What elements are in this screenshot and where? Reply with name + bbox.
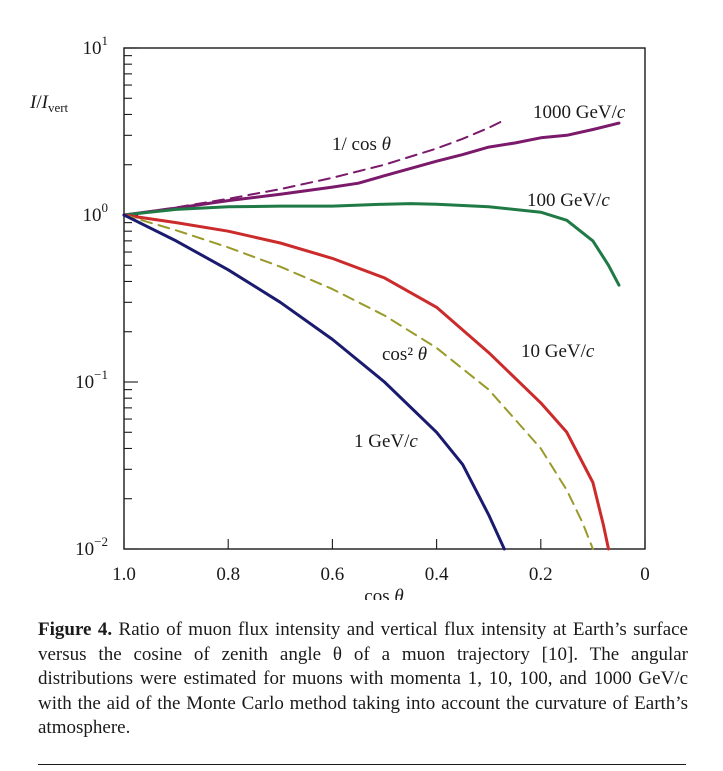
plot-frame <box>123 47 646 550</box>
caption-rule <box>38 764 686 765</box>
curve-label: cos² θ <box>382 344 427 365</box>
y-tick-label: 100 <box>83 200 109 226</box>
x-tick-label: 1.0 <box>112 564 136 585</box>
curve-10-gev-c <box>122 213 610 551</box>
curve-1000-gev-c <box>122 121 621 217</box>
muon-flux-chart: 101 100 10−1 10−2 1.0 0.8 0.6 0.4 0.2 0 1000 GeV… <box>29 33 650 600</box>
curve-cos <box>123 214 594 550</box>
x-tick-labels: 1.0 0.8 0.6 0.4 0.2 0 <box>112 564 650 585</box>
curve-label: 1000 GeV/c <box>533 102 626 123</box>
y-axis-label: I/Ivert <box>29 92 69 115</box>
curves <box>122 119 621 551</box>
x-tick-label: 0.6 <box>321 564 345 585</box>
curve-label: 1/ cos θ <box>332 134 391 155</box>
figure-caption: Figure 4. Ratio of muon flux intensity a… <box>38 618 688 741</box>
curve-1-cos <box>123 119 506 216</box>
curve-label: 1 GeV/c <box>354 431 418 452</box>
x-tick-label: 0.8 <box>216 564 240 585</box>
x-tick-label: 0.2 <box>529 564 553 585</box>
curve-label: 10 GeV/c <box>521 341 595 362</box>
x-tick-label: 0.4 <box>425 564 449 585</box>
caption-text: Ratio of muon flux intensity and vertica… <box>38 619 688 738</box>
y-tick-label: 101 <box>83 33 109 59</box>
y-tick-label: 10−2 <box>75 534 108 560</box>
y-tick-labels: 101 100 10−1 10−2 <box>75 33 108 560</box>
curve-100-gev-c <box>122 202 621 287</box>
caption-label: Figure 4. <box>38 619 113 640</box>
curve-1-gev-c <box>122 213 506 551</box>
curve-annotations: 1000 GeV/c 1/ cos θ 100 GeV/c 10 GeV/c cos² … <box>332 102 626 452</box>
x-axis-label: cos θ <box>364 586 403 600</box>
axis-ticks <box>123 47 646 550</box>
y-tick-label: 10−1 <box>75 367 108 393</box>
curve-label: 100 GeV/c <box>527 190 610 211</box>
x-tick-label: 0 <box>640 564 650 585</box>
